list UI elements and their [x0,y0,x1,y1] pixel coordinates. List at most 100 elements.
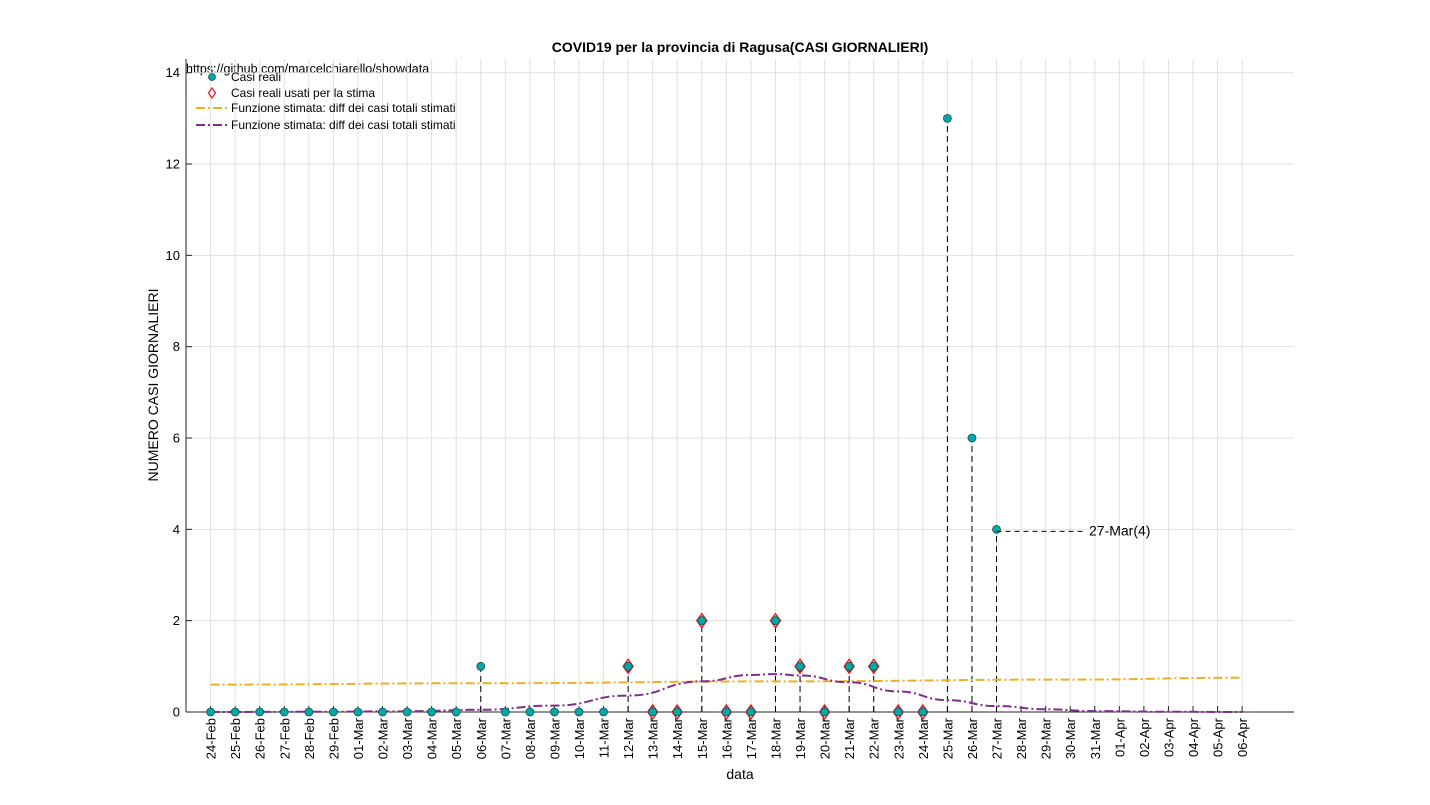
x-tick-label: 11-Mar [597,717,612,758]
legend-label: Funzione stimata: diff dei casi totali s… [231,101,456,115]
curves [210,673,1243,713]
x-tick-label: 31-Mar [1088,717,1103,759]
x-tick-label: 25-Mar [940,717,955,759]
stems [480,118,998,712]
x-tick-label: 01-Mar [351,717,366,759]
y-tick-label: 6 [173,431,180,446]
estimated-curve-yellow [210,676,1243,686]
data-point [795,661,805,671]
data-point [992,524,1001,534]
data-point [304,707,314,717]
source-link-text: https://github.com/marcelchiarello/showd… [186,62,429,76]
x-tick-label: 29-Mar [1039,717,1054,759]
x-tick-label: 07-Mar [498,717,513,759]
x-tick-label: 06-Apr [1235,717,1250,757]
data-point [451,707,461,717]
data-point [648,707,658,717]
legend-marker-used [207,86,217,100]
data-point [230,707,240,717]
x-tick-label: 14-Mar [670,717,685,759]
x-tick-label: 04-Mar [425,717,440,759]
x-tick-label: 17-Mar [744,717,759,759]
x-tick-label: 01-Apr [1112,717,1127,757]
x-ticks: 24-Feb 25-Feb 26-Feb 27-Feb 28-Feb 29-Feb 01-M… [204,706,1250,759]
annotation-label: 27-Mar(4) [1089,522,1150,538]
x-tick-label: 09-Mar [547,717,562,759]
x-tick-label: 26-Feb [253,718,268,759]
data-point [255,707,265,717]
data-point [869,661,879,671]
x-tick-label: 19-Mar [793,717,808,759]
legend-label: Funzione stimata: diff dei casi totali s… [231,118,456,132]
data-point [402,707,412,717]
axes [185,59,1294,713]
data-point [697,616,707,626]
x-tick-label: 16-Mar [719,717,734,759]
x-tick-label: 13-Mar [646,717,661,759]
x-tick-label: 22-Mar [867,717,882,759]
x-tick-label: 25-Feb [228,718,243,759]
x-tick-label: 20-Mar [818,717,833,759]
y-tick-label: 12 [166,157,180,172]
y-tick-label: 8 [173,339,180,354]
x-tick-label: 03-Apr [1161,717,1176,757]
data-point [476,661,486,671]
x-tick-label: 10-Mar [572,717,587,759]
data-point [427,707,437,717]
data-point [599,707,608,717]
x-tick-label: 04-Apr [1186,717,1201,757]
legend-label: Casi reali usati per la stima [231,86,375,100]
y-tick-label: 4 [173,522,180,537]
data-point [353,707,363,717]
x-tick-label: 24-Feb [204,718,219,759]
data-point [820,707,829,717]
data-point [967,433,977,443]
data-point [378,707,387,717]
x-tick-label: 02-Apr [1137,717,1152,757]
estimated-curve-purple [210,673,1243,713]
x-tick-label: 28-Feb [302,718,317,759]
x-tick-label: 08-Mar [523,717,538,759]
data-point [943,113,952,123]
data-point [721,707,731,717]
markers [206,113,1001,721]
x-tick-label: 05-Mar [449,717,464,759]
data-point [550,707,559,717]
data-point [672,707,682,717]
x-tick-label: 23-Mar [891,717,906,759]
y-tick-label: 2 [173,613,180,628]
y-ticks: 0 2 4 6 8 10 12 14 [166,65,192,720]
chart-title: COVID19 per la provincia di Ragusa(CASI … [552,39,929,55]
x-tick-label: 06-Mar [474,717,489,759]
x-tick-label: 03-Mar [400,717,415,759]
x-tick-label: 05-Apr [1211,717,1226,757]
x-tick-label: 30-Mar [1063,717,1078,759]
y-tick-label: 10 [166,248,180,263]
x-tick-label: 26-Mar [965,717,980,759]
data-point [746,707,756,717]
data-point [771,616,780,626]
x-tick-label: 18-Mar [768,717,783,759]
legend-label: Casi reali [231,70,281,84]
data-point [844,661,854,671]
y-axis-label: NUMERO CASI GIORNALIERI [145,289,161,482]
x-tick-label: 29-Feb [326,718,341,759]
data-point [918,707,928,717]
data-point [328,707,338,717]
x-tick-label: 12-Mar [621,717,636,759]
x-axis-label: data [726,766,753,782]
data-point [206,707,216,717]
x-tick-label: 27-Feb [277,718,292,759]
data-point [893,707,903,717]
legend-marker-real [208,73,216,81]
annotation: 27-Mar(4) [996,522,1150,538]
data-point [623,661,633,671]
x-tick-label: 28-Mar [1014,717,1029,759]
x-tick-label: 24-Mar [916,717,931,759]
grid [186,59,1294,713]
data-point [525,707,535,717]
x-tick-label: 21-Mar [842,717,857,759]
